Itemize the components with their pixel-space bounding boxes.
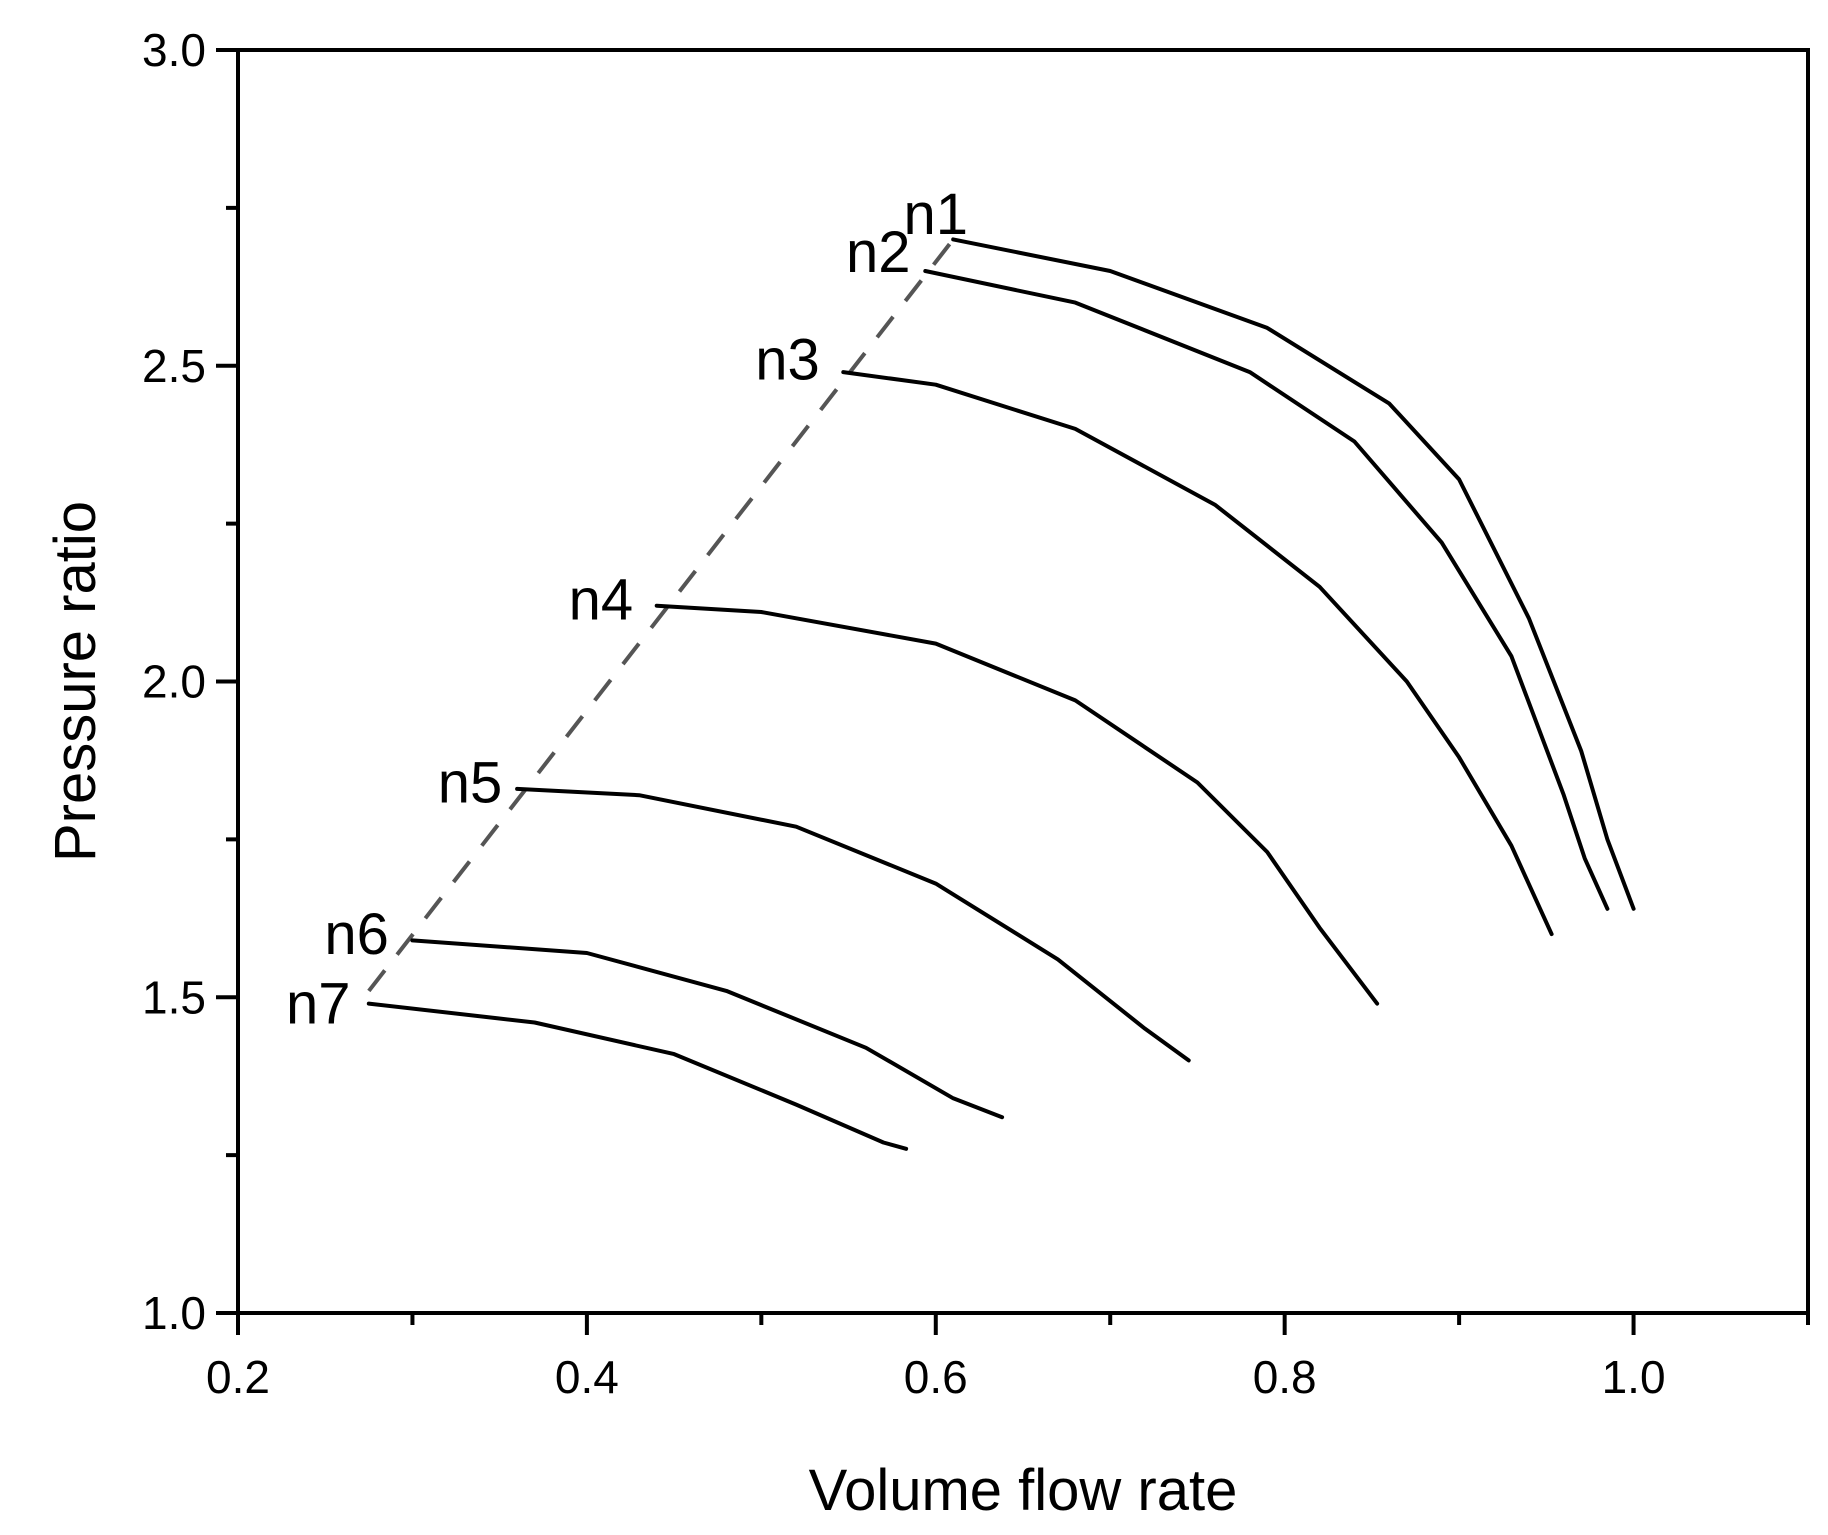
y-tick-label: 1.5 [142, 971, 206, 1023]
x-tick-label: 0.8 [1253, 1351, 1317, 1403]
y-tick-label: 2.0 [142, 656, 206, 708]
series-line-n2 [923, 269, 1610, 911]
y-tick-label: 2.5 [142, 340, 206, 392]
series-line-n4 [654, 603, 1380, 1006]
surge-line [367, 238, 955, 993]
y-tick-label: 3.0 [142, 24, 206, 76]
series-line-n6 [410, 938, 1005, 1120]
curve-label-n2: n2 [846, 220, 911, 285]
curve-label-n1: n1 [904, 182, 969, 247]
series-group [366, 237, 1636, 1151]
y-axis-title: Pressure ratio [43, 501, 108, 862]
curve-label-n4: n4 [569, 567, 634, 632]
series-line-n3 [841, 370, 1554, 937]
curve-label-n6: n6 [324, 902, 389, 967]
surge-line-group [367, 238, 955, 993]
series-line-n7 [366, 1001, 909, 1151]
series-line-n1 [951, 237, 1636, 911]
curve-label-n5: n5 [438, 751, 503, 816]
curve-label-n7: n7 [286, 972, 351, 1037]
x-tick-label: 1.0 [1602, 1351, 1666, 1403]
x-tick-label: 0.2 [206, 1351, 270, 1403]
x-tick-label: 0.4 [555, 1351, 619, 1403]
series-line-n5 [515, 786, 1191, 1063]
x-tick-label: 0.6 [904, 1351, 968, 1403]
curve-label-n3: n3 [755, 327, 820, 392]
plot-frame [236, 48, 1810, 1315]
ticks-group: 0.2 0.4 0.6 0.8 1.0 1.0 1.5 2.0 2.5 3.0 [142, 24, 1810, 1403]
x-axis-title: Volume flow rate [809, 1458, 1238, 1523]
y-tick-label: 1.0 [142, 1287, 206, 1339]
